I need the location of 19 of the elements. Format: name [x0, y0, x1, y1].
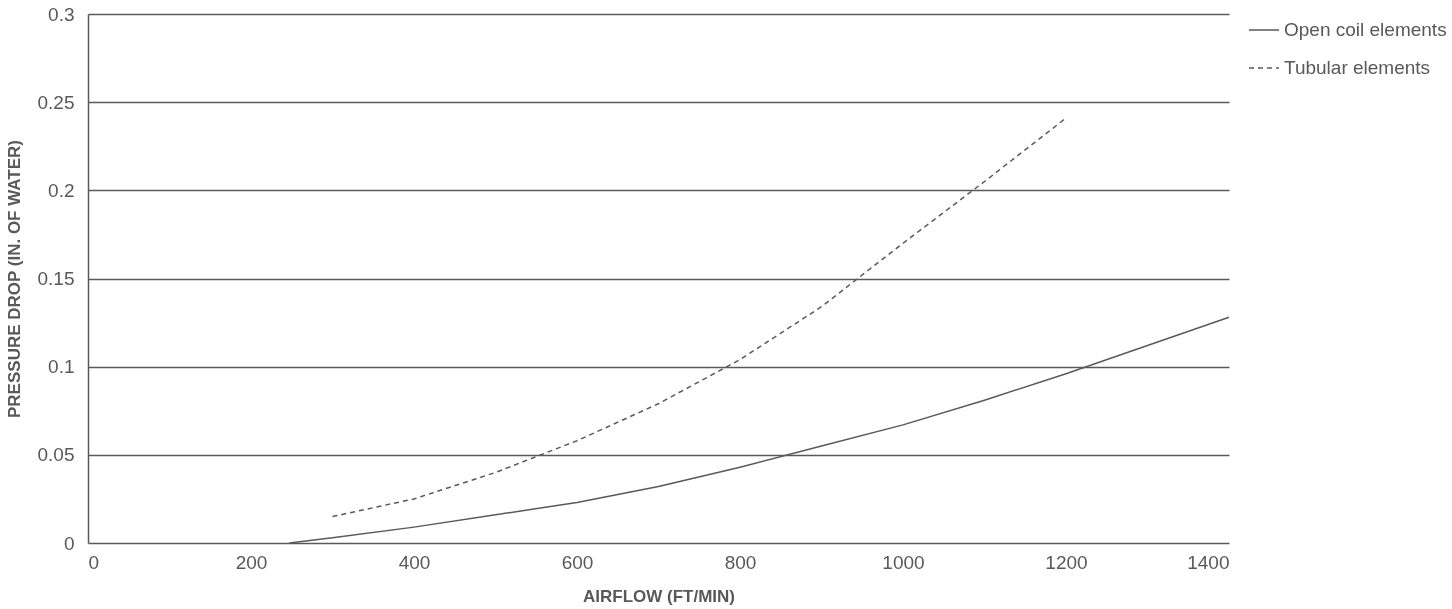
y-tick-label: 0.2 — [48, 179, 75, 201]
y-axis-title: PRESSURE DROP (IN. OF WATER) — [4, 139, 24, 419]
x-tick-label: 1200 — [1045, 551, 1088, 573]
x-tick-label: 0 — [88, 551, 100, 573]
x-tick-label: 400 — [398, 551, 431, 573]
x-tick-label: 200 — [235, 551, 268, 573]
legend-label: Open coil elements — [1284, 19, 1447, 40]
y-tick-label: 0.25 — [37, 91, 75, 113]
y-tick-label: 0.3 — [48, 3, 75, 25]
y-tick-label: 0 — [63, 532, 75, 554]
legend-label: Tubular elements — [1284, 57, 1431, 78]
y-tick-label: 0.15 — [37, 268, 75, 289]
x-tick-label: 1000 — [882, 551, 925, 573]
x-tick-label: 1400 — [1187, 551, 1230, 573]
x-tick-label: 600 — [561, 551, 594, 573]
y-tick-label: 0.05 — [37, 444, 75, 466]
x-axis-title: AIRFLOW (FT/MIN) — [582, 586, 736, 606]
x-tick-label: 800 — [724, 551, 757, 573]
y-tick-label: 0.1 — [48, 356, 75, 378]
